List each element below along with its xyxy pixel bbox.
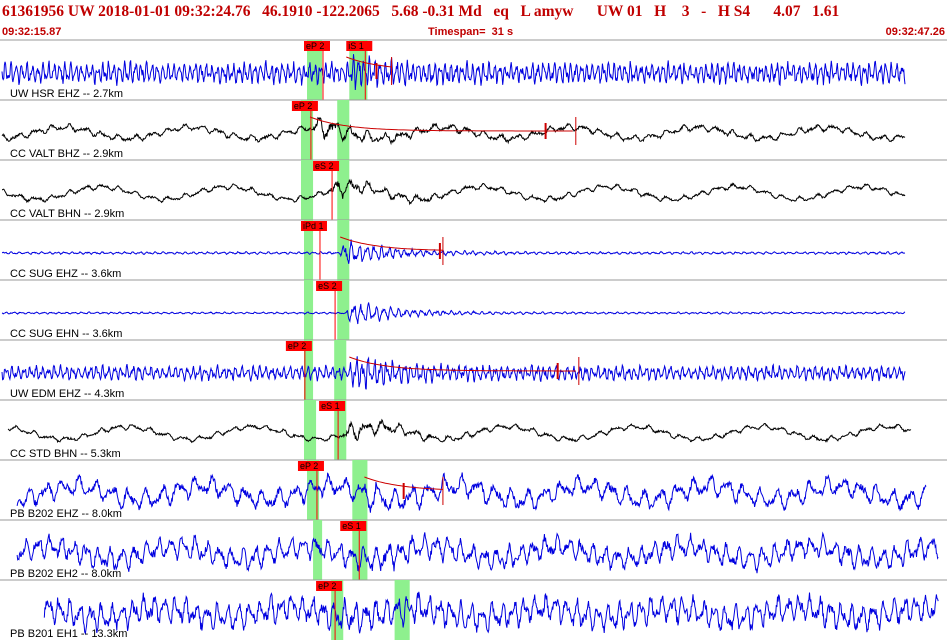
trace-row[interactable]: eP 2 CC VALT BHZ -- 2.9km — [0, 99, 947, 160]
pick-label: eP 2 — [300, 461, 318, 471]
trace-row[interactable]: eS 2 CC VALT BHN -- 2.9km — [0, 159, 947, 220]
trace-label: PB B202 EH2 -- 8.0km — [10, 568, 121, 580]
pick-window — [304, 220, 314, 280]
pick-window — [352, 520, 368, 580]
pick-label: eP 2 — [294, 101, 312, 111]
trace-row[interactable]: iPd 1 CC SUG EHZ -- 3.6km — [0, 219, 947, 280]
trace-label: PB B202 EHZ -- 8.0km — [10, 508, 122, 520]
waveform — [1, 116, 906, 146]
timespan-label: Timespan= 31 s — [428, 26, 514, 38]
waveform — [1, 54, 906, 91]
waveform — [43, 591, 939, 636]
end-time-label: 09:32:47.26 — [885, 26, 945, 38]
pick-window — [300, 100, 314, 160]
waveform — [16, 531, 939, 574]
trace-label: UW HSR EHZ -- 2.7km — [10, 88, 123, 100]
trace-label: PB B201 EH1 -- 13.3km — [10, 628, 127, 640]
trace-row[interactable]: eP 2 iS 1 UW HSR EHZ -- 2.7km — [0, 39, 947, 100]
pick-window — [304, 400, 317, 460]
pick-box[interactable] — [319, 401, 346, 411]
pick-window — [304, 280, 314, 340]
trace-label: UW EDM EHZ -- 4.3km — [10, 388, 124, 400]
pick-box[interactable] — [316, 581, 343, 591]
coda-line — [309, 116, 573, 132]
pick-label: eP 2 — [288, 341, 306, 351]
pick-window — [337, 100, 350, 160]
trace-row[interactable]: eS 1 PB B202 EH2 -- 8.0km — [0, 519, 947, 580]
trace-label: CC VALT BHN -- 2.9km — [10, 208, 124, 220]
pick-window — [304, 340, 314, 400]
waveform — [1, 356, 906, 390]
trace-row[interactable]: eP 2 PB B201 EH1 -- 13.3km — [0, 579, 947, 640]
trace-label: CC SUG EHZ -- 3.6km — [10, 268, 121, 280]
pick-window — [300, 160, 314, 220]
pick-box[interactable] — [300, 221, 327, 231]
pick-window — [337, 280, 350, 340]
pick-label: iS 1 — [348, 41, 364, 51]
pick-box[interactable] — [316, 281, 343, 291]
waveform — [2, 178, 906, 206]
pick-box[interactable] — [346, 41, 373, 51]
pick-label: eP 2 — [318, 581, 336, 591]
pick-box[interactable] — [297, 461, 324, 471]
start-time-label: 09:32:15.87 — [2, 26, 62, 38]
pick-window — [337, 160, 350, 220]
trace-row[interactable]: eS 1 CC STD BHN -- 5.3km — [0, 399, 947, 460]
coda-line — [346, 56, 392, 68]
pick-box[interactable] — [291, 101, 318, 111]
pick-label: eS 1 — [321, 401, 340, 411]
pick-label: iPd 1 — [303, 221, 324, 231]
trace-row[interactable]: eP 2 PB B202 EHZ -- 8.0km — [0, 459, 947, 520]
pick-box[interactable] — [285, 341, 312, 351]
pick-label: eP 2 — [306, 41, 324, 51]
pick-window — [307, 460, 320, 520]
pick-window — [337, 220, 350, 280]
trace-row[interactable]: eP 2 UW EDM EHZ -- 4.3km — [0, 339, 947, 400]
pick-label: eS 2 — [318, 281, 337, 291]
pick-label: eS 1 — [342, 521, 361, 531]
pick-window — [394, 580, 410, 640]
pick-box[interactable] — [313, 161, 340, 171]
coda-line — [349, 356, 576, 372]
waveform — [16, 472, 927, 513]
pick-box[interactable] — [304, 41, 330, 51]
waveform — [7, 418, 912, 444]
waveform — [1, 302, 906, 325]
pick-box[interactable] — [340, 521, 367, 531]
trace-label: CC VALT BHZ -- 2.9km — [10, 148, 123, 160]
pick-window — [334, 400, 347, 460]
trace-row[interactable]: eS 2 CC SUG EHN -- 3.6km — [0, 279, 947, 340]
pick-window — [352, 460, 368, 520]
pick-label: eS 2 — [315, 161, 334, 171]
coda-line — [340, 236, 443, 251]
trace-label: CC SUG EHN -- 3.6km — [10, 328, 122, 340]
event-header: 61361956 UW 2018-01-01 09:32:24.76 46.19… — [2, 3, 840, 20]
pick-window — [313, 520, 323, 580]
trace-label: CC STD BHN -- 5.3km — [10, 448, 121, 460]
waveform — [1, 239, 906, 264]
